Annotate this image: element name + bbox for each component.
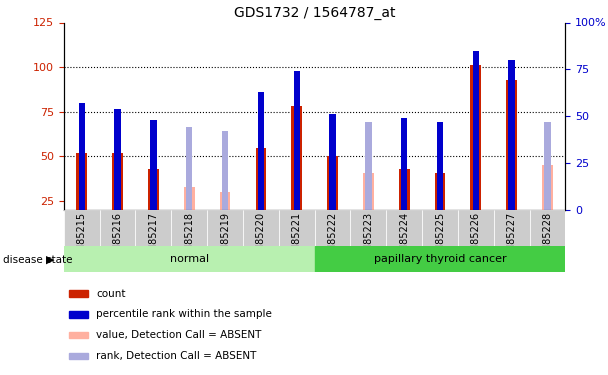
Text: GSM85222: GSM85222 — [328, 212, 337, 265]
Bar — [435, 172, 446, 210]
Bar — [207, 210, 243, 246]
Bar — [255, 147, 266, 210]
Bar — [77, 153, 87, 210]
Bar — [506, 80, 517, 210]
Text: papillary thyroid cancer: papillary thyroid cancer — [374, 254, 506, 264]
Bar — [363, 172, 374, 210]
Bar — [64, 210, 100, 246]
Bar — [69, 290, 88, 297]
Bar — [508, 60, 515, 210]
Bar — [222, 131, 228, 210]
Bar — [112, 153, 123, 210]
Bar — [148, 169, 159, 210]
Text: GSM85219: GSM85219 — [220, 212, 230, 265]
Bar — [184, 187, 195, 210]
Text: rank, Detection Call = ABSENT: rank, Detection Call = ABSENT — [97, 351, 257, 361]
Text: count: count — [97, 288, 126, 298]
Text: GSM85224: GSM85224 — [399, 212, 409, 265]
Bar — [365, 122, 371, 210]
Bar — [386, 210, 422, 246]
Text: GSM85221: GSM85221 — [292, 212, 302, 265]
Bar — [458, 210, 494, 246]
Bar — [186, 128, 193, 210]
Bar — [219, 192, 230, 210]
Bar — [494, 210, 530, 246]
Bar — [399, 169, 410, 210]
Bar — [114, 109, 121, 210]
Bar — [294, 71, 300, 210]
Bar — [315, 210, 350, 246]
Bar — [69, 311, 88, 318]
Bar — [69, 353, 88, 359]
Bar — [258, 92, 264, 210]
Bar — [472, 51, 479, 210]
Text: GSM85215: GSM85215 — [77, 212, 87, 265]
Text: normal: normal — [170, 254, 209, 264]
Bar — [401, 118, 407, 210]
Text: GSM85228: GSM85228 — [542, 212, 553, 265]
Bar — [530, 210, 565, 246]
Bar — [69, 332, 88, 339]
Text: value, Detection Call = ABSENT: value, Detection Call = ABSENT — [97, 330, 262, 340]
Bar — [243, 210, 279, 246]
Bar — [542, 165, 553, 210]
Bar — [330, 114, 336, 210]
Text: GSM85217: GSM85217 — [148, 212, 159, 265]
Bar — [422, 210, 458, 246]
Bar — [136, 210, 171, 246]
Bar — [150, 120, 157, 210]
Bar — [471, 65, 482, 210]
Bar — [279, 210, 315, 246]
Bar — [437, 122, 443, 210]
Bar — [315, 246, 565, 272]
Text: disease state: disease state — [3, 255, 72, 265]
Bar — [64, 246, 315, 272]
Text: GSM85227: GSM85227 — [506, 212, 517, 265]
Bar — [350, 210, 386, 246]
Text: GSM85225: GSM85225 — [435, 212, 445, 265]
Text: GSM85220: GSM85220 — [256, 212, 266, 265]
Bar — [100, 210, 136, 246]
Text: ▶: ▶ — [46, 255, 55, 265]
Bar — [544, 122, 551, 210]
Bar — [78, 103, 85, 210]
Title: GDS1732 / 1564787_at: GDS1732 / 1564787_at — [234, 6, 395, 20]
Bar — [171, 210, 207, 246]
Text: GSM85226: GSM85226 — [471, 212, 481, 265]
Text: percentile rank within the sample: percentile rank within the sample — [97, 309, 272, 320]
Bar — [327, 156, 338, 210]
Text: GSM85216: GSM85216 — [112, 212, 123, 265]
Text: GSM85218: GSM85218 — [184, 212, 194, 265]
Text: GSM85223: GSM85223 — [364, 212, 373, 265]
Bar — [291, 106, 302, 210]
